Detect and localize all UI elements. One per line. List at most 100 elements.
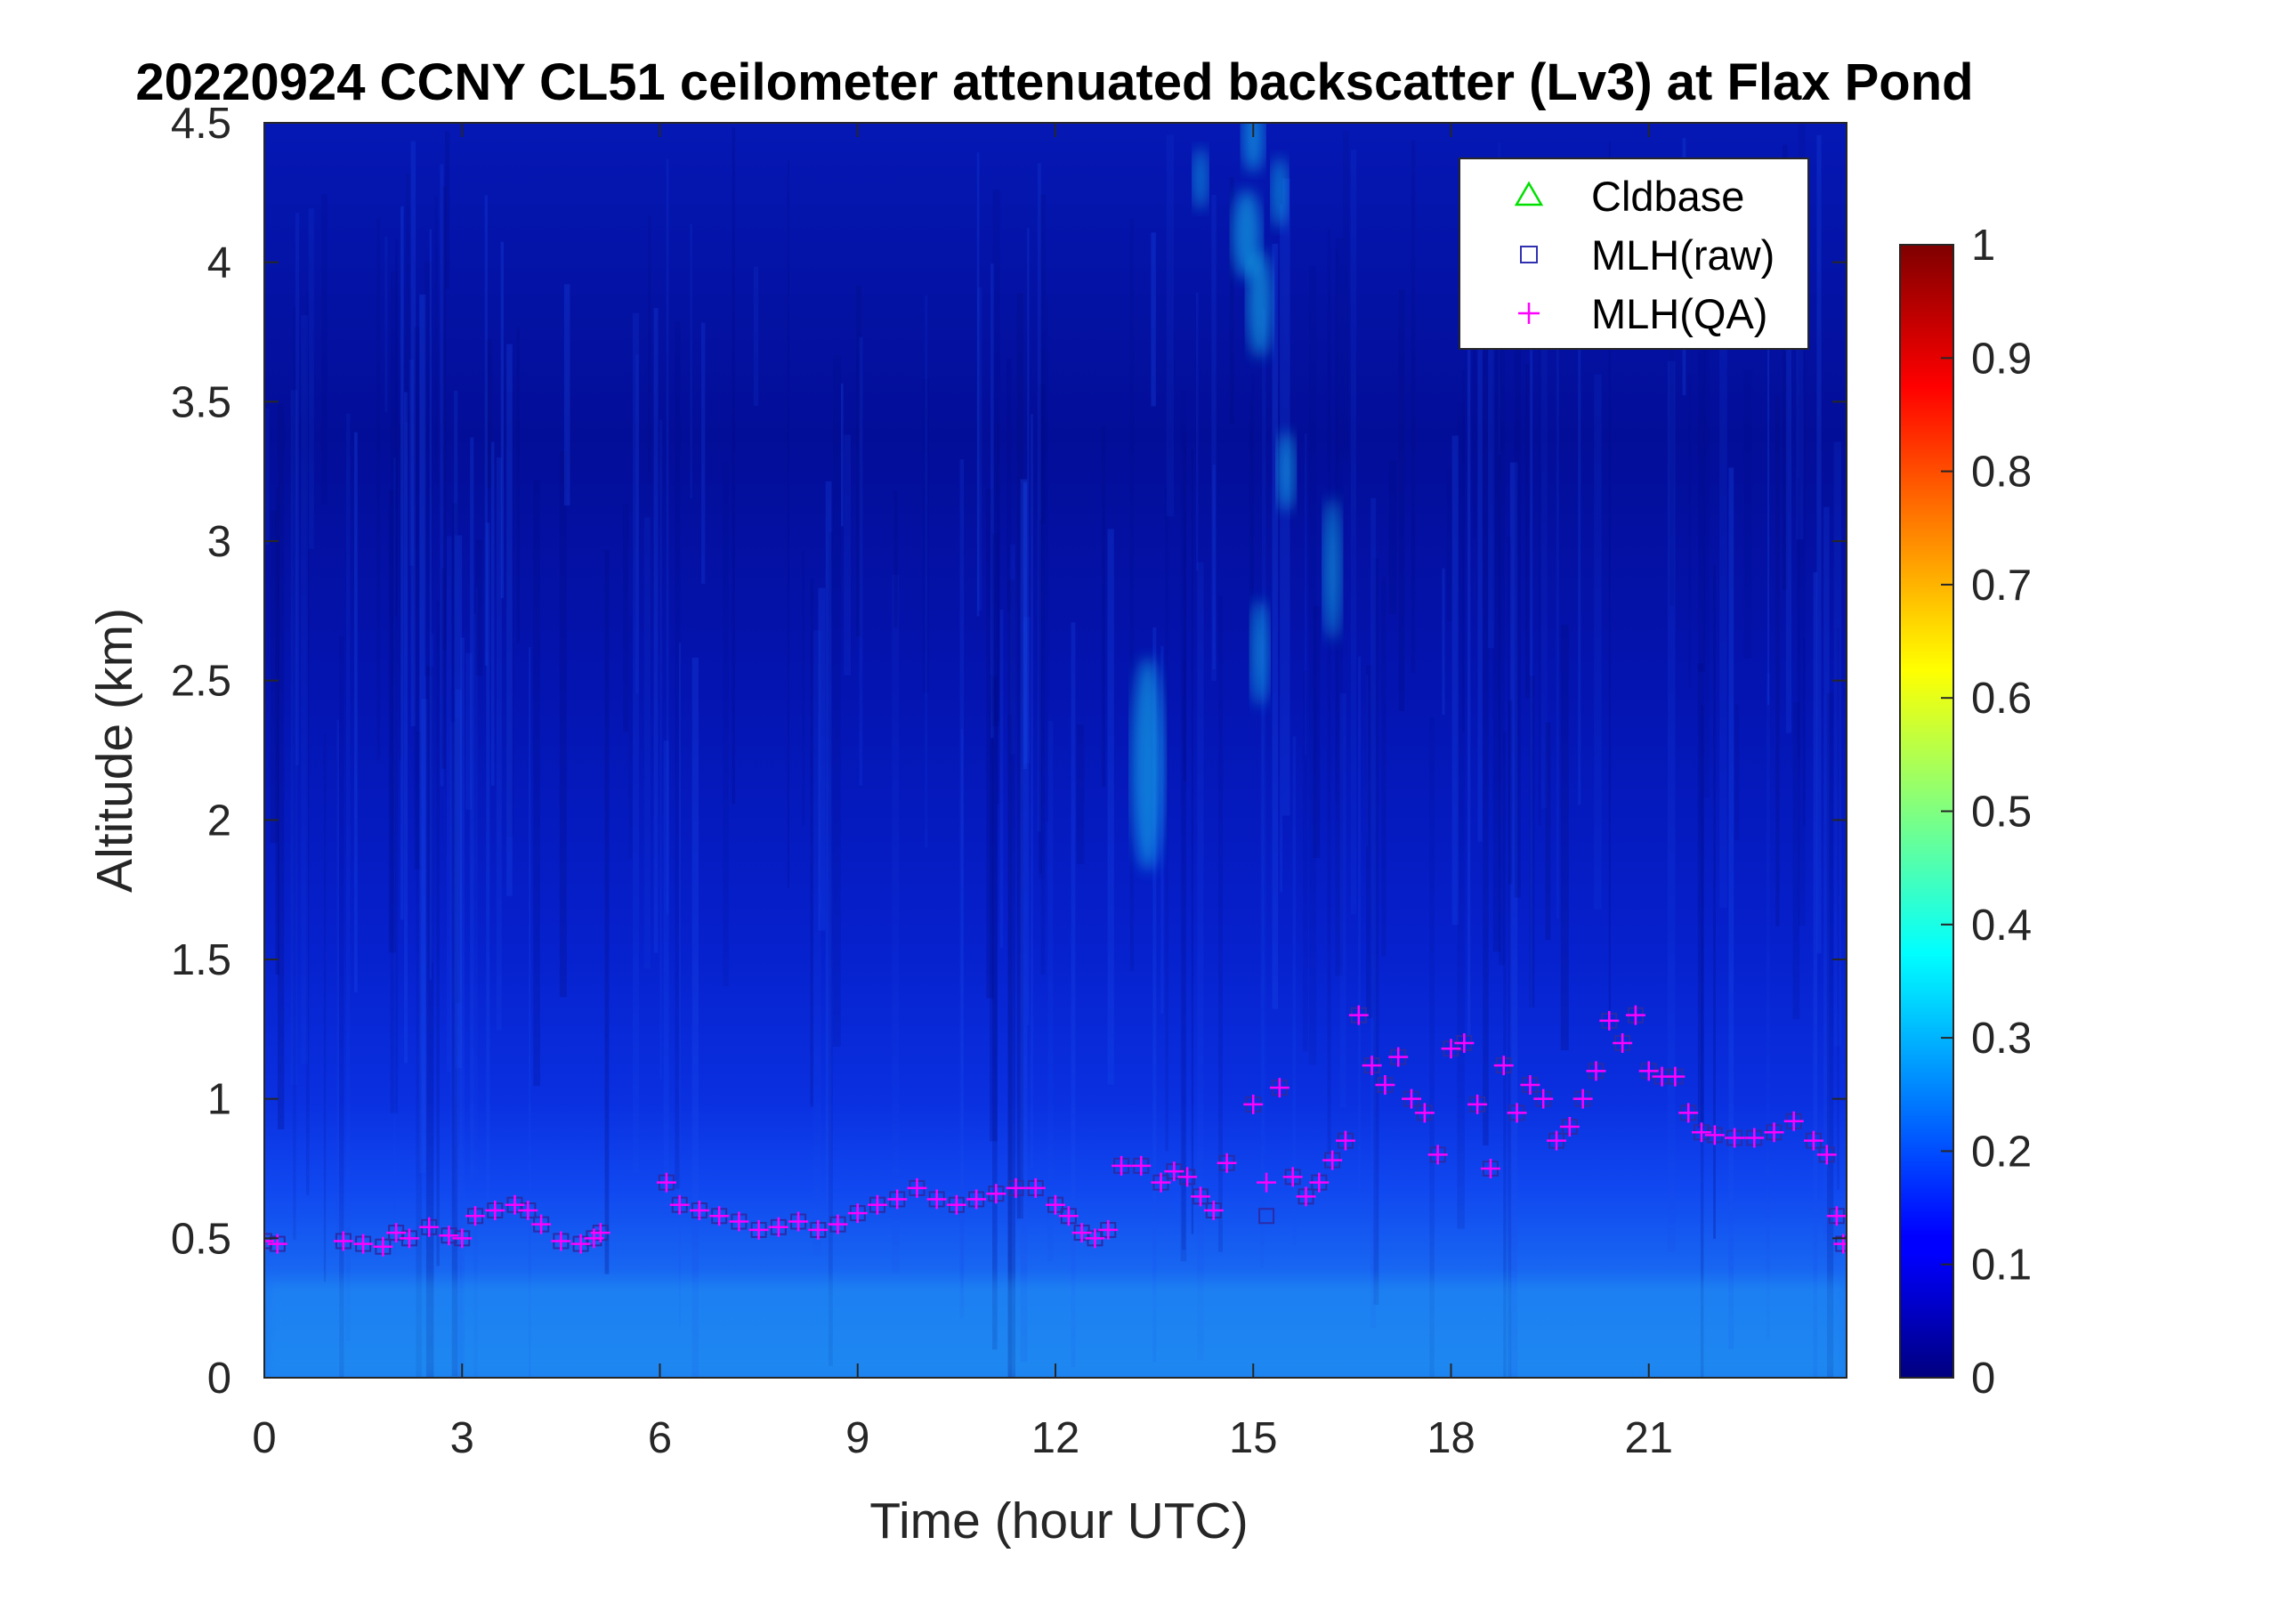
heatmap-streak xyxy=(1703,277,1710,798)
heatmap-streak xyxy=(691,657,699,1378)
heatmap-streak xyxy=(275,488,279,975)
heatmap-streak xyxy=(635,354,639,694)
mlh-qa-point xyxy=(1783,1111,1804,1131)
heatmap-streak xyxy=(960,728,964,1307)
mlh-qa-point xyxy=(590,1223,610,1243)
heatmap-streak xyxy=(1038,384,1046,879)
mlh-qa-point xyxy=(669,1194,690,1215)
y-tick-label: 4.5 xyxy=(171,100,231,148)
mlh-qa-point xyxy=(419,1217,440,1237)
heatmap-streak xyxy=(454,391,458,1247)
mlh-qa-point xyxy=(1098,1219,1119,1240)
heatmap-streak xyxy=(976,152,980,617)
heatmap-blob xyxy=(1277,431,1296,512)
legend-label: MLH(raw) xyxy=(1591,231,1775,279)
legend-marker-triangle xyxy=(1514,181,1544,206)
heatmap-streak xyxy=(653,307,659,953)
mlh-qa-point xyxy=(518,1201,538,1220)
heatmap-streak xyxy=(434,197,438,483)
heatmap-streak xyxy=(1211,194,1217,682)
heatmap-streak xyxy=(992,189,1000,721)
heatmap-streak xyxy=(516,327,520,643)
heatmap-streak xyxy=(810,578,814,1107)
legend-label: MLH(QA) xyxy=(1591,290,1767,337)
heatmap-streak xyxy=(1388,460,1397,614)
heatmap-streak xyxy=(753,266,759,406)
heatmap-streak xyxy=(440,164,444,787)
mlh-qa-point xyxy=(1006,1177,1026,1198)
heatmap-streak xyxy=(1487,207,1495,649)
heatmap-streak xyxy=(529,647,531,1378)
mlh-qa-point xyxy=(1638,1061,1659,1081)
y-tick-label: 2 xyxy=(207,797,231,845)
colorbar-tick-label: 0.9 xyxy=(1971,335,2032,383)
mlh-qa-point xyxy=(1441,1039,1461,1059)
colorbar-tick-label: 0.8 xyxy=(1971,449,2032,497)
heatmap-streak xyxy=(666,158,669,915)
heatmap-streak xyxy=(1669,277,1674,606)
mlh-qa-point xyxy=(907,1177,927,1198)
heatmap-streak xyxy=(977,287,982,611)
heatmap-blob xyxy=(1131,657,1164,871)
heatmap-streak xyxy=(1165,488,1168,1152)
heatmap-streak xyxy=(1251,374,1255,595)
heatmap-streak xyxy=(1031,414,1033,1169)
heatmap-streak xyxy=(1023,617,1031,764)
mlh-qa-point xyxy=(1427,1145,1448,1165)
mlh-qa-point xyxy=(1599,1010,1620,1031)
heatmap-streak xyxy=(1020,479,1028,1363)
heatmap-streak xyxy=(1366,665,1373,1019)
heatmap-streak xyxy=(1166,134,1175,517)
mlh-qa-point xyxy=(1613,1033,1633,1053)
heatmap-streak xyxy=(1262,309,1266,1203)
heatmap-streak xyxy=(1429,716,1435,1378)
heatmap-streak xyxy=(336,719,340,1238)
heatmap-streak xyxy=(1292,736,1297,1245)
colorbar-tick-label: 1 xyxy=(1971,222,1995,270)
mlh-qa-point xyxy=(828,1214,848,1234)
colorbar: 0 0.1 0.2 0.3 0.4 0.5 0.6 0.7 0.8 0.9 1 xyxy=(1899,222,2032,1403)
heatmap-streak xyxy=(1560,624,1569,1050)
heatmap-streak xyxy=(376,218,381,761)
legend-label: Cldbase xyxy=(1591,173,1744,220)
heatmap-streak xyxy=(1782,144,1788,590)
heatmap-streak xyxy=(959,458,965,1319)
mlh-qa-point xyxy=(1816,1145,1837,1165)
heatmap-streak xyxy=(393,457,396,1257)
legend-marker-square xyxy=(1520,246,1538,263)
heatmap-streak xyxy=(421,699,428,1156)
heatmap-streak xyxy=(1766,673,1770,1340)
heatmap-streak xyxy=(1007,715,1013,1378)
heatmap-streak xyxy=(1370,498,1377,1328)
y-axis-label: Altitude (km) xyxy=(86,608,143,893)
heatmap-streak xyxy=(1775,395,1780,926)
mlh-qa-point xyxy=(1507,1103,1527,1123)
mlh-qa-point xyxy=(1744,1128,1765,1148)
mlh-qa-point xyxy=(1572,1088,1593,1109)
heatmap-streak xyxy=(1212,464,1216,669)
heatmap-streak xyxy=(1027,228,1030,1025)
colorbar-tick-label: 0.2 xyxy=(1971,1128,2032,1176)
heatmap-streak xyxy=(384,236,388,412)
heatmap-streak xyxy=(1525,364,1530,699)
heatmap-streak xyxy=(1719,179,1727,909)
heatmap-streak xyxy=(424,262,433,676)
mlh-qa-point xyxy=(1803,1130,1823,1151)
heatmap-streak xyxy=(559,451,567,998)
heatmap-streak xyxy=(1457,402,1465,1229)
heatmap-streak xyxy=(1483,239,1489,1145)
heatmap-streak xyxy=(1342,131,1349,462)
heatmap-streak xyxy=(990,263,994,739)
y-tick-label: 3 xyxy=(207,518,231,566)
mlh-qa-point xyxy=(1151,1172,1171,1193)
mlh-qa-point xyxy=(1046,1194,1065,1215)
heatmap-streak xyxy=(449,722,456,1216)
heatmap-streak xyxy=(1743,369,1752,659)
heatmap-streaks xyxy=(264,123,1847,1378)
heatmap-streak xyxy=(451,503,458,1377)
heatmap-streak xyxy=(455,689,462,1378)
mlh-qa-point xyxy=(1025,1177,1046,1198)
x-tick-label: 3 xyxy=(450,1414,474,1462)
heatmap-streak xyxy=(293,306,296,1240)
mlh-qa-point xyxy=(1547,1130,1567,1151)
